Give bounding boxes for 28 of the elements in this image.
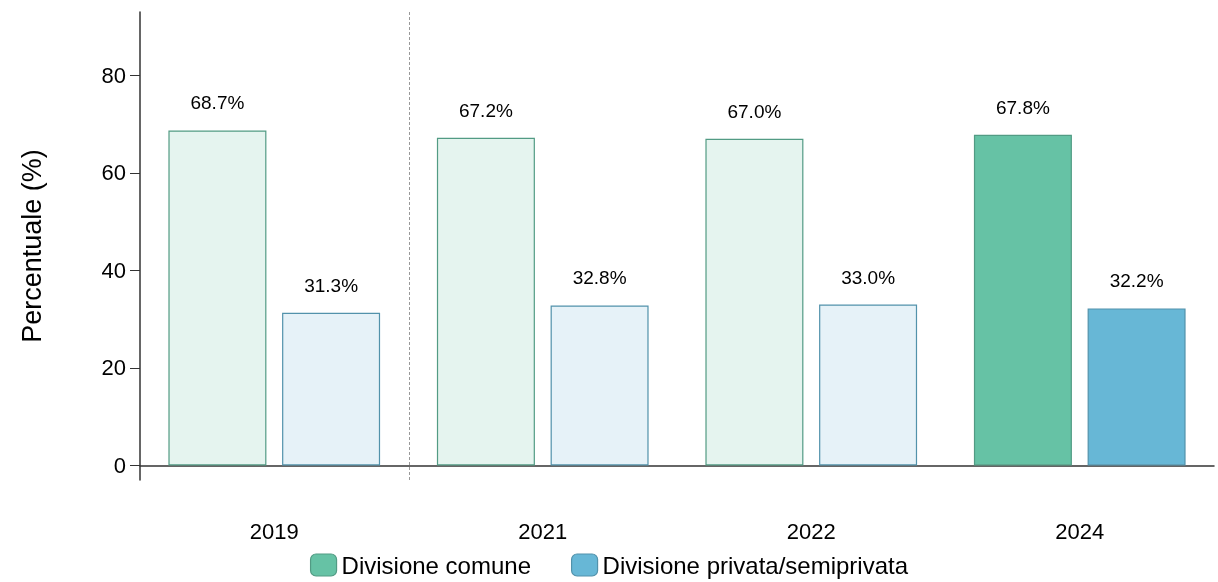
bar <box>973 134 1072 466</box>
bar <box>1087 308 1186 466</box>
y-axis-title: Percentuale (%) <box>16 149 47 343</box>
x-tick-label: 2022 <box>786 518 836 544</box>
data-label: 68.7% <box>190 92 245 114</box>
data-label: 67.0% <box>727 100 782 122</box>
data-label: 67.8% <box>995 96 1050 118</box>
y-tick-label: 0 <box>113 452 126 478</box>
y-tick-label: 20 <box>101 355 126 381</box>
data-label: 32.2% <box>1109 270 1164 292</box>
bar <box>282 312 381 466</box>
legend-label: Divisione comune <box>341 551 531 579</box>
x-tick-label: 2021 <box>518 518 568 544</box>
data-label: 31.3% <box>304 274 359 296</box>
x-tick-label: 2024 <box>1055 518 1105 544</box>
y-tick-label: 40 <box>101 257 126 283</box>
data-label: 32.8% <box>572 267 627 289</box>
bar <box>705 138 804 466</box>
x-tick-label: 2019 <box>249 518 299 544</box>
bar <box>550 305 649 466</box>
y-tick-label: 80 <box>101 62 126 88</box>
data-label: 67.2% <box>458 99 513 121</box>
bar <box>819 304 918 466</box>
legend-label: Divisione privata/semiprivata <box>602 551 909 579</box>
bar <box>168 130 267 466</box>
bar <box>436 137 535 466</box>
data-label: 33.0% <box>841 266 896 288</box>
y-tick-label: 60 <box>101 160 126 186</box>
